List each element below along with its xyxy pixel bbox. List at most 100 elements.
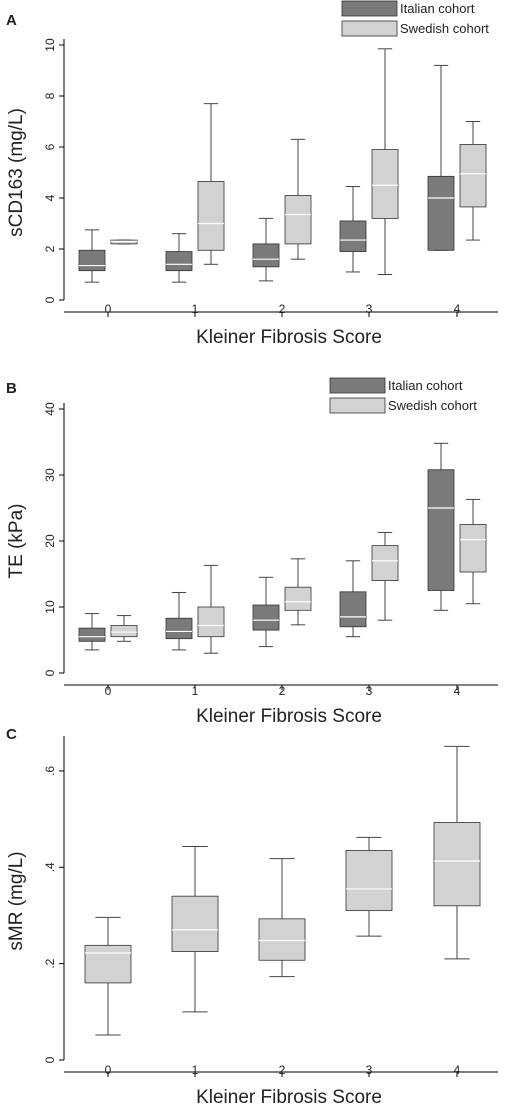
y-tick-label: 0 [43,1056,57,1063]
box-italian-2 [252,576,280,648]
box-swedish-1 [197,103,225,265]
box-italian-0 [78,613,106,651]
y-tick-label: .6 [43,766,57,776]
box-swedish-1 [171,846,219,1013]
y-tick-label: 0 [43,296,57,303]
box-swedish-4 [433,745,481,960]
iqr-box [284,586,312,611]
x-tick-label: 2 [279,1063,286,1077]
x-tick-label: 3 [366,1063,373,1077]
box-swedish-2 [258,858,306,978]
iqr-box [84,944,132,984]
box-italian-4 [427,64,455,251]
x-tick-label: 4 [454,684,461,698]
legend-label: Swedish cohort [388,398,477,413]
iqr-box [110,239,138,245]
y-axis-title: TE (kPa) [6,504,27,579]
y-tick-label: 0 [43,669,57,676]
legend: Italian cohort Swedish cohort [341,0,489,37]
y-axis-title: sMR (mg/L) [6,851,27,950]
x-tick-label: 2 [279,684,286,698]
y-tick-label: 10 [43,600,57,614]
x-tick-label: 0 [105,1063,112,1077]
box-swedish-2 [284,138,312,260]
y-tick-label: 30 [43,468,57,482]
iqr-box [427,175,455,251]
x-tick-label: 4 [454,1063,461,1077]
iqr-box [339,220,367,252]
box-italian-1 [165,233,193,283]
legend-label: Italian cohort [400,1,475,16]
box-swedish-4 [459,121,487,241]
iqr-box [284,195,312,245]
x-tick-label: 0 [105,684,112,698]
panel-letter: A [6,12,17,29]
legend: Italian cohort Swedish cohort [329,377,477,414]
x-axis-title: Kleiner Fibrosis Score [196,1087,382,1108]
x-tick-label: 0 [105,302,112,316]
iqr-box [197,181,225,251]
y-tick-label: 4 [43,194,57,201]
panel-a-chart: A 0 2 4 6 8 10 0 1 2 3 4 sCD163 (mg/L) Kleiner Fibros… [6,0,498,348]
iqr-box [459,144,487,208]
y-tick-label: 2 [43,245,57,252]
x-axis-title: Kleiner Fibrosis Score [196,706,382,727]
box-italian-3 [339,560,367,638]
box-swedish-3 [345,836,393,937]
x-tick-label: 3 [366,684,373,698]
iqr-box [197,606,225,638]
box-swedish-4 [459,498,487,605]
panel-letter: B [6,380,17,397]
legend-swatch [329,397,386,414]
box-italian-1 [165,591,193,651]
iqr-box [252,604,280,631]
x-tick-label: 1 [192,302,199,316]
y-tick-label: 20 [43,534,57,548]
box-swedish-1 [197,564,225,654]
box-swedish-3 [371,48,399,275]
iqr-box [165,251,193,272]
iqr-box [165,617,193,640]
legend-swatch [341,0,398,17]
box-italian-3 [339,186,367,273]
y-axis-title: sCD163 (mg/L) [6,108,27,237]
y-tick-label: 8 [43,92,57,99]
iqr-box [427,469,455,591]
iqr-box [78,627,106,642]
panel-letter: C [6,726,17,743]
box-swedish-3 [371,531,399,621]
box-italian-2 [252,217,280,282]
iqr-box [371,149,399,219]
iqr-box [258,918,306,961]
panel-b-chart: B 0 10 20 30 40 0 1 2 3 4 TE (kPa) Kleiner Fibrosis … [6,377,498,727]
legend-label: Italian cohort [388,378,463,393]
iqr-box [252,243,280,268]
legend-swatch [341,20,398,37]
iqr-box [459,524,487,573]
iqr-box [171,895,219,952]
box-swedish-2 [284,558,312,626]
box-swedish-0 [110,615,138,642]
box-italian-4 [427,442,455,611]
y-tick-label: 10 [43,38,57,52]
box-swedish-0 [110,239,138,245]
y-tick-label: .2 [43,958,57,968]
iqr-box [433,822,481,907]
legend-label: Swedish cohort [400,21,489,36]
x-tick-label: 4 [454,302,461,316]
x-tick-label: 1 [192,1063,199,1077]
panel-c-chart: C 0 .2 .4 .6 0 1 2 3 4 sMR (mg/L) Kleiner Fibrosis … [6,726,498,1108]
y-tick-label: 40 [43,402,57,416]
iqr-box [371,545,399,581]
box-italian-0 [78,229,106,283]
x-tick-label: 3 [366,302,373,316]
iqr-box [110,625,138,638]
x-tick-label: 1 [192,684,199,698]
y-tick-label: .4 [43,862,57,872]
x-tick-label: 2 [279,302,286,316]
x-axis-title: Kleiner Fibrosis Score [196,327,382,348]
legend-swatch [329,377,386,394]
y-tick-label: 6 [43,143,57,150]
iqr-box [345,850,393,912]
